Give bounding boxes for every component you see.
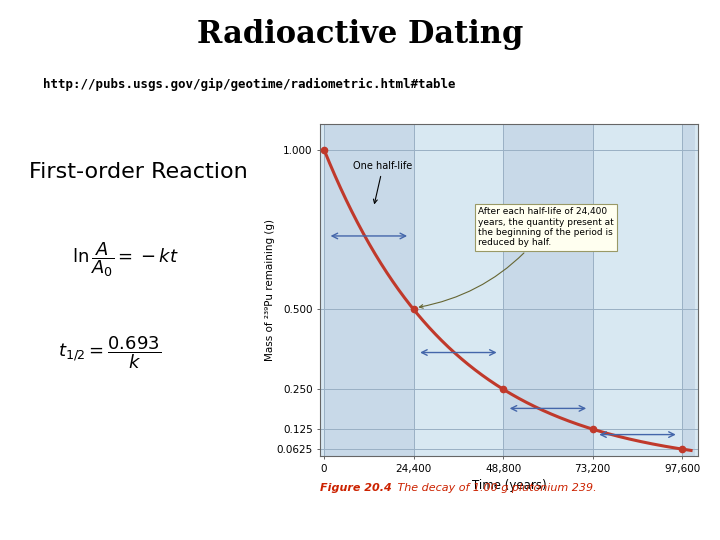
Bar [683,124,695,456]
Text: The decay of 1.00 g plutonium 239.: The decay of 1.00 g plutonium 239. [387,483,596,494]
Text: One half-life: One half-life [354,161,413,203]
Bar [593,124,683,456]
Bar [324,124,413,456]
X-axis label: Time (years): Time (years) [472,480,546,492]
Text: Radioactive Dating: Radioactive Dating [197,19,523,50]
Text: After each half-life of 24,400
years, the quantity present at
the beginning of t: After each half-life of 24,400 years, th… [420,207,614,308]
Bar [413,124,503,456]
Text: $\ln \dfrac{A}{A_0} = -kt$: $\ln \dfrac{A}{A_0} = -kt$ [72,240,179,279]
Text: First-order Reaction: First-order Reaction [29,162,248,182]
Bar [503,124,593,456]
Text: http://pubs.usgs.gov/gip/geotime/radiometric.html#table: http://pubs.usgs.gov/gip/geotime/radiome… [43,78,456,91]
Text: $t_{1/2} = \dfrac{0.693}{k}$: $t_{1/2} = \dfrac{0.693}{k}$ [58,335,161,372]
Text: Figure 20.4: Figure 20.4 [320,483,392,494]
Y-axis label: Mass of ²³⁹Pu remaining (g): Mass of ²³⁹Pu remaining (g) [265,219,275,361]
